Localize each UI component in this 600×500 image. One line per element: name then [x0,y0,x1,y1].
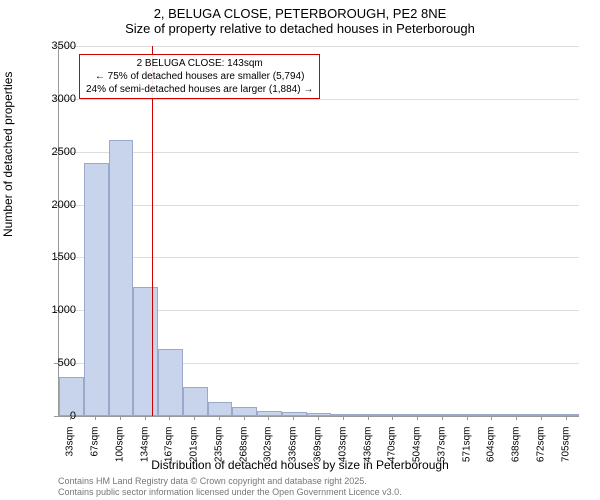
x-tick-mark [491,416,492,420]
chart-footer: Contains HM Land Registry data © Crown c… [58,476,402,498]
x-tick-label: 302sqm [263,427,274,467]
x-tick-mark [145,416,146,420]
x-tick-label: 604sqm [486,427,497,467]
y-tick-mark [54,416,58,417]
y-tick-label: 1000 [46,304,76,316]
histogram-bar [183,387,208,416]
chart-title-line1: 2, BELUGA CLOSE, PETERBOROUGH, PE2 8NE [0,6,600,21]
grid-line [59,257,579,258]
x-tick-mark [169,416,170,420]
x-tick-mark [318,416,319,420]
histogram-bar [554,414,579,416]
x-tick-label: 436sqm [362,427,373,467]
grid-line [59,46,579,47]
grid-line [59,152,579,153]
x-tick-mark [442,416,443,420]
histogram-bar [257,411,282,416]
x-tick-mark [120,416,121,420]
histogram-bar [529,414,554,416]
y-tick-mark [54,363,58,364]
x-tick-label: 369sqm [313,427,324,467]
y-axis-label: Number of detached properties [1,72,15,237]
x-tick-label: 504sqm [412,427,423,467]
y-tick-mark [54,310,58,311]
x-tick-label: 336sqm [288,427,299,467]
x-tick-label: 537sqm [436,427,447,467]
x-tick-mark [417,416,418,420]
histogram-bar [133,287,158,416]
x-tick-mark [467,416,468,420]
x-tick-label: 67sqm [90,427,101,467]
histogram-bar [84,163,109,416]
x-tick-label: 638sqm [511,427,522,467]
x-tick-mark [268,416,269,420]
histogram-bar [208,402,233,416]
histogram-bar [158,349,183,416]
x-tick-label: 134sqm [139,427,150,467]
y-tick-label: 1500 [46,251,76,263]
annotation-line3: 24% of semi-detached houses are larger (… [86,83,313,96]
x-tick-mark [368,416,369,420]
x-tick-label: 470sqm [387,427,398,467]
x-tick-mark [95,416,96,420]
plot-area: 2 BELUGA CLOSE: 143sqm← 75% of detached … [58,46,579,417]
y-tick-label: 3500 [46,40,76,52]
x-tick-label: 705sqm [560,427,571,467]
x-tick-mark [293,416,294,420]
x-tick-mark [343,416,344,420]
x-tick-mark [516,416,517,420]
histogram-bar [430,414,455,416]
x-tick-mark [194,416,195,420]
chart-title-line2: Size of property relative to detached ho… [0,21,600,36]
reference-line [152,46,153,416]
y-tick-label: 2000 [46,199,76,211]
histogram-bar [356,414,381,416]
annotation-line2: ← 75% of detached houses are smaller (5,… [86,70,313,83]
histogram-bar [109,140,134,416]
x-tick-label: 268sqm [238,427,249,467]
x-tick-mark [244,416,245,420]
x-tick-label: 100sqm [114,427,125,467]
x-tick-label: 167sqm [164,427,175,467]
y-tick-label: 500 [46,357,76,369]
y-tick-mark [54,205,58,206]
histogram-bar [331,414,356,416]
y-tick-mark [54,152,58,153]
x-tick-label: 33sqm [65,427,76,467]
histogram-chart: 2, BELUGA CLOSE, PETERBOROUGH, PE2 8NE S… [0,0,600,500]
x-tick-mark [219,416,220,420]
y-tick-mark [54,46,58,47]
chart-title-block: 2, BELUGA CLOSE, PETERBOROUGH, PE2 8NE S… [0,0,600,36]
x-tick-label: 672sqm [535,427,546,467]
x-tick-label: 235sqm [213,427,224,467]
histogram-bar [232,407,257,417]
y-tick-label: 2500 [46,146,76,158]
annotation-line1: 2 BELUGA CLOSE: 143sqm [86,57,313,70]
grid-line [59,205,579,206]
x-tick-mark [566,416,567,420]
y-tick-label: 3000 [46,93,76,105]
x-tick-mark [541,416,542,420]
footer-line1: Contains HM Land Registry data © Crown c… [58,476,402,487]
y-tick-label: 0 [46,410,76,422]
y-tick-mark [54,257,58,258]
annotation-box: 2 BELUGA CLOSE: 143sqm← 75% of detached … [79,54,320,99]
y-tick-mark [54,99,58,100]
x-tick-mark [70,416,71,420]
x-tick-label: 571sqm [461,427,472,467]
footer-line2: Contains public sector information licen… [58,487,402,498]
x-tick-mark [392,416,393,420]
x-tick-label: 403sqm [337,427,348,467]
histogram-bar [455,414,480,416]
x-tick-label: 201sqm [189,427,200,467]
